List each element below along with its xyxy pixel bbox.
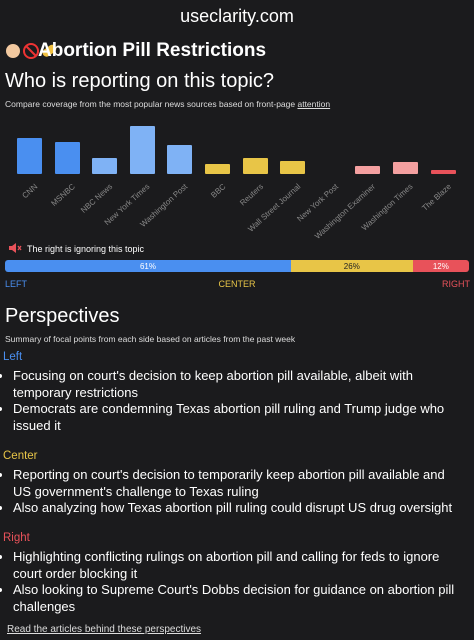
distribution-segment: 61% [5,260,291,272]
segment-label: 61% [139,261,156,271]
distribution-segment: 26% [290,260,413,272]
coverage-bar [355,166,381,174]
ignoring-notice: The right is ignoring this topic [27,244,145,254]
segment-label: 12% [432,261,449,271]
distribution-segment: 12% [412,260,469,272]
coverage-bar [393,161,418,174]
site-name[interactable]: useclarity.com [180,6,294,26]
point: Highlighting conflicting rulings on abor… [13,549,463,582]
coverage-bar [54,142,80,174]
mute-icon [9,243,22,253]
coverage-heading: Who is reporting on this topic? [5,70,275,92]
source-label: MSNBC [49,182,77,209]
coverage-bar [129,126,155,174]
source-label: CNN [20,182,40,201]
title-icons [6,43,57,59]
source-label: BBC [208,182,228,200]
source-label: The Blaze [419,182,453,213]
subtitle-text: Compare coverage from the most popular n… [5,99,296,109]
attention-link[interactable]: attention [297,99,331,109]
group-label: Right [3,532,30,544]
coverage-bar [242,157,268,174]
point: Focusing on court's decision to keep abo… [13,368,463,401]
point: Reporting on court's decision to tempora… [13,467,463,500]
perspectives-heading: Perspectives [5,305,120,327]
perspectives-subtitle: Summary of focal points from each side b… [5,334,296,344]
coverage-bar [430,170,456,174]
point: Also analyzing how Texas abortion pill r… [13,500,463,517]
coverage-bar [17,138,42,174]
group-label: Left [3,351,23,363]
segment-label: 26% [343,261,360,271]
group-label: Center [3,450,38,462]
articles-link[interactable]: Read the articles behind these perspecti… [7,624,202,635]
coverage-bar [205,164,230,174]
side-label: CENTER [218,279,256,289]
point: Democrats are condemning Texas abortion … [13,401,463,434]
point-list: Highlighting conflicting rulings on abor… [0,549,463,615]
coverage-chart: CNN MSNBC NBC News New York Times Washington… [0,110,474,241]
coverage-bar [167,145,193,174]
coverage-subtitle: Compare coverage from the most popular n… [5,99,330,109]
side-label: RIGHT [442,279,470,289]
source-label: Reuters [237,182,265,208]
page-title: Abortion Pill Restrictions [38,40,267,61]
coverage-bar [92,157,118,174]
point: Also looking to Supreme Court's Dobbs de… [13,582,463,615]
point-list: Reporting on court's decision to tempora… [0,467,463,517]
side-label: LEFT [5,279,28,289]
point-list: Focusing on court's decision to keep abo… [0,368,463,434]
coverage-bar [280,160,306,174]
source-label: NBC News [79,182,115,215]
